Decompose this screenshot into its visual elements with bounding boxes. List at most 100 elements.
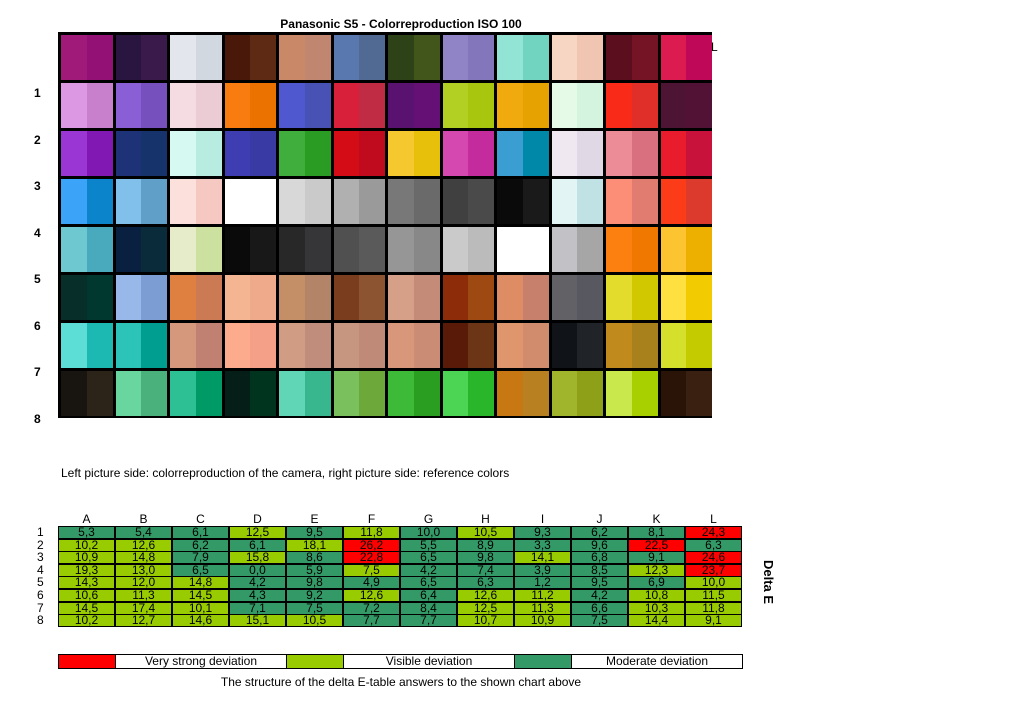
stray-column-label: L — [711, 40, 718, 54]
patch-reference-color — [250, 371, 276, 416]
delta-e-cell: 14,6 — [172, 614, 229, 628]
patch-reference-color — [577, 83, 603, 128]
legend-swatch-visible — [287, 655, 343, 668]
delta-e-cell: 14,1 — [514, 551, 571, 565]
legend-label-very-strong: Very strong deviation — [115, 655, 287, 668]
patch-camera-color — [224, 275, 251, 320]
delta-e-cell: 8,4 — [400, 601, 457, 615]
patch-camera-color — [115, 131, 142, 176]
delta-e-cell: 10,7 — [457, 614, 514, 628]
patch-camera-color — [660, 179, 687, 224]
delta-e-cell: 11,8 — [343, 526, 400, 539]
delta-e-cell: 14,4 — [628, 614, 685, 628]
color-patch — [442, 179, 494, 224]
patch-camera-color — [224, 323, 251, 368]
delta-e-cell: 7,5 — [343, 563, 400, 577]
delta-e-cell: 8,6 — [286, 551, 343, 565]
color-patch — [333, 275, 385, 320]
delta-e-cell: 7,5 — [286, 601, 343, 615]
patch-camera-color — [279, 323, 305, 368]
patch-reference-color — [195, 131, 222, 176]
delta-e-cell: 7,9 — [172, 551, 229, 565]
patch-camera-color — [388, 275, 414, 320]
color-patch — [388, 227, 440, 272]
legend-label-moderate: Moderate deviation — [571, 655, 742, 668]
color-patch — [551, 323, 603, 368]
patch-camera-color — [170, 35, 196, 80]
patch-camera-color — [170, 275, 196, 320]
color-patch — [388, 371, 440, 416]
patch-reference-color — [195, 35, 222, 80]
color-patch — [606, 83, 658, 128]
color-patch — [115, 179, 167, 224]
color-patch — [61, 83, 113, 128]
patch-reference-color — [577, 179, 603, 224]
patch-reference-color — [86, 323, 113, 368]
patch-reference-color — [577, 371, 603, 416]
delta-e-column-header: L — [710, 512, 717, 526]
color-patch — [442, 35, 494, 80]
delta-e-column-header: K — [652, 512, 661, 526]
patch-camera-color — [442, 371, 469, 416]
patch-reference-color — [522, 323, 549, 368]
patch-camera-color — [279, 131, 305, 176]
delta-e-cell: 13,0 — [115, 563, 172, 577]
patch-camera-color — [551, 83, 578, 128]
patch-reference-color — [468, 179, 494, 224]
delta-e-cell: 9,2 — [286, 589, 343, 602]
chart-caption: Left picture side: colorreproduction of … — [61, 466, 510, 480]
patch-camera-color — [170, 227, 196, 272]
delta-e-cell: 0,0 — [229, 563, 286, 577]
patch-camera-color — [442, 275, 469, 320]
delta-e-column-header: C — [196, 512, 205, 526]
delta-e-cell: 6,9 — [628, 576, 685, 590]
color-patch — [115, 227, 167, 272]
patch-reference-color — [195, 275, 222, 320]
color-patch — [606, 35, 658, 80]
delta-e-cell: 15,1 — [229, 614, 286, 628]
color-patch — [497, 179, 549, 224]
patch-reference-color — [86, 131, 113, 176]
patch-reference-color — [141, 227, 167, 272]
patch-reference-color — [304, 371, 331, 416]
patch-reference-color — [577, 131, 603, 176]
patch-camera-color — [279, 227, 305, 272]
color-patch — [388, 275, 440, 320]
patch-camera-color — [115, 227, 142, 272]
color-patch — [442, 83, 494, 128]
color-patch — [442, 371, 494, 416]
delta-e-cell: 12,5 — [457, 601, 514, 615]
patch-reference-color — [413, 227, 440, 272]
patch-camera-color — [61, 131, 87, 176]
delta-e-row-header: 5 — [37, 575, 44, 590]
delta-e-cell: 26,2 — [343, 538, 400, 552]
patch-camera-color — [388, 371, 414, 416]
patch-camera-color — [170, 371, 196, 416]
color-patch — [224, 35, 276, 80]
patch-reference-color — [359, 275, 385, 320]
color-patch — [333, 227, 385, 272]
delta-e-cell: 8,9 — [457, 538, 514, 552]
patch-reference-color — [522, 371, 549, 416]
delta-e-row-header: 6 — [37, 588, 44, 602]
chart-row-label: 3 — [34, 179, 41, 193]
delta-e-cell: 9,1 — [685, 614, 742, 628]
color-patch — [497, 371, 549, 416]
color-patch — [61, 323, 113, 368]
patch-camera-color — [388, 35, 414, 80]
color-patch — [279, 371, 331, 416]
patch-reference-color — [141, 83, 167, 128]
delta-e-row-header: 8 — [37, 613, 44, 628]
patch-reference-color — [522, 227, 549, 272]
delta-e-row-header: 4 — [37, 562, 44, 577]
patch-camera-color — [333, 35, 360, 80]
patch-reference-color — [304, 35, 331, 80]
delta-e-cell: 14,5 — [58, 601, 115, 615]
patch-reference-color — [686, 179, 712, 224]
color-patch — [61, 35, 113, 80]
delta-e-cell: 12,6 — [343, 589, 400, 602]
patch-camera-color — [115, 371, 142, 416]
delta-e-cell: 6,3 — [685, 538, 742, 552]
patch-camera-color — [606, 227, 632, 272]
color-patch — [61, 371, 113, 416]
